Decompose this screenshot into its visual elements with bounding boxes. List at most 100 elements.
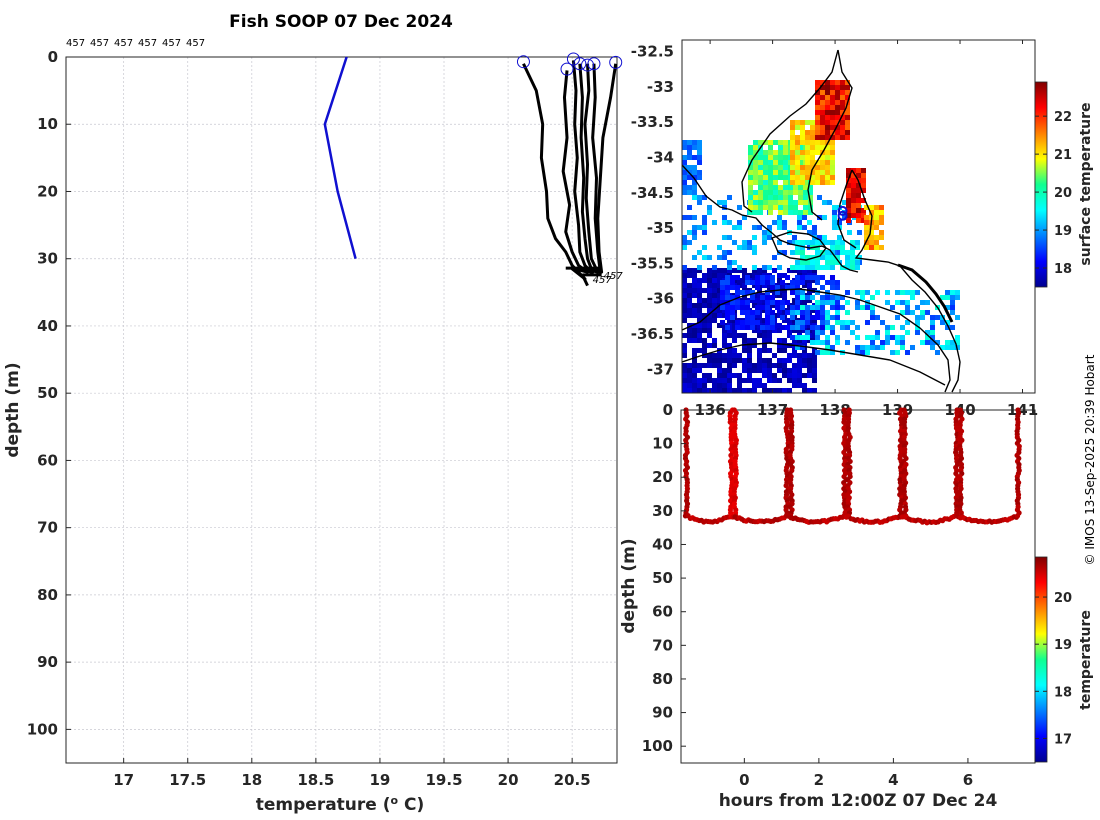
sst-pixel — [727, 373, 732, 378]
sst-pixel — [845, 340, 850, 345]
sst-pixel — [702, 348, 707, 353]
sst-pixel — [812, 268, 817, 273]
sst-pixel — [795, 320, 800, 325]
sst-pixel — [722, 328, 727, 333]
sst-pixel — [790, 130, 795, 135]
sst-pixel — [820, 255, 825, 260]
sst-pixel — [747, 363, 752, 368]
profile-y-tick-label: 60 — [37, 451, 58, 469]
sst-pixel — [915, 305, 920, 310]
sst-pixel — [825, 130, 830, 135]
section-x-ticks: 0 2 4 6 — [739, 758, 973, 789]
sst-pixel — [783, 170, 788, 175]
sst-pixel — [835, 285, 840, 290]
section-y-tick-label: 90 — [652, 704, 673, 722]
sst-pixel — [787, 378, 792, 383]
sst-pixel — [775, 285, 780, 290]
sst-pixel — [767, 283, 772, 288]
sst-pixel — [885, 325, 890, 330]
sst-pixel — [810, 140, 815, 145]
sst-pixel — [800, 125, 805, 130]
sst-pixel — [758, 140, 763, 145]
sst-pixel — [865, 345, 870, 350]
sst-pixel — [910, 295, 915, 300]
section-y-tick-label: 60 — [652, 603, 673, 621]
sst-pixel — [950, 340, 955, 345]
profile-y-tick-label: 0 — [48, 48, 58, 66]
profile-y-tick-label: 20 — [37, 182, 58, 200]
sst-pixel — [810, 165, 815, 170]
sst-pixel — [825, 320, 830, 325]
sst-pixel — [692, 268, 697, 273]
sst-pixel — [915, 290, 920, 295]
sst-pixel — [846, 208, 851, 213]
sst-pixel — [707, 373, 712, 378]
sst-pixel — [777, 225, 782, 230]
sst-pixel — [815, 325, 820, 330]
sst-pixel — [810, 275, 815, 280]
sst-pixel — [730, 280, 735, 285]
sst-pixel — [812, 225, 817, 230]
sst-pixel — [768, 205, 773, 210]
sst-pixel — [755, 285, 760, 290]
sst-pixel — [869, 245, 874, 250]
sst-pixel — [777, 328, 782, 333]
sst-pixel — [802, 353, 807, 358]
sst-pixel — [737, 383, 742, 388]
sst-pixel — [846, 213, 851, 218]
sst-pixel — [820, 340, 825, 345]
sst-pixel — [905, 310, 910, 315]
sst-pixel — [697, 265, 702, 270]
sst-pixel — [692, 165, 697, 170]
sst-pixel — [950, 325, 955, 330]
sst-pixel — [874, 215, 879, 220]
vessel-position — [837, 210, 848, 221]
sst-pixel — [778, 170, 783, 175]
sst-pixel — [874, 225, 879, 230]
sst-pixel — [707, 343, 712, 348]
sst-pixel — [785, 325, 790, 330]
sst-pixel — [717, 323, 722, 328]
sst-pixel — [712, 268, 717, 273]
sst-pixel — [930, 345, 935, 350]
sst-pixel — [778, 140, 783, 145]
sst-pixel — [782, 363, 787, 368]
sst-pixel — [767, 338, 772, 343]
sst-pixel — [835, 85, 840, 90]
sst-pixel — [925, 335, 930, 340]
sst-pixel — [767, 373, 772, 378]
sst-pixel — [810, 135, 815, 140]
sst-pixel — [767, 333, 772, 338]
sst-pixel — [772, 388, 777, 393]
sst-pixel — [752, 298, 757, 303]
sst-pixel — [687, 150, 692, 155]
sst-pixel — [763, 160, 768, 165]
profile-start-marker — [516, 55, 530, 69]
profile-y-tick-label: 40 — [37, 317, 58, 335]
sst-pixel — [830, 240, 835, 245]
sst-pixel — [687, 313, 692, 318]
sst-pixel — [725, 280, 730, 285]
sst-pixel — [742, 338, 747, 343]
sst-pixel — [815, 100, 820, 105]
sst-pixel — [840, 240, 845, 245]
sst-pixel — [825, 250, 830, 255]
sst-pixel — [820, 125, 825, 130]
sst-pixel — [825, 325, 830, 330]
sst-pixel — [855, 290, 860, 295]
sst-pixel — [712, 265, 717, 270]
sst-pixel — [722, 273, 727, 278]
sst-pixel — [812, 230, 817, 235]
sst-pixel — [860, 350, 865, 355]
sst-pixel — [752, 368, 757, 373]
sst-pixel — [805, 320, 810, 325]
sst-pixel — [879, 245, 884, 250]
sst-pixel — [950, 295, 955, 300]
sst-pixel — [742, 278, 747, 283]
sst-pixel — [830, 160, 835, 165]
sst-pixel — [827, 200, 832, 205]
sst-pixel — [692, 383, 697, 388]
sst-pixel — [777, 348, 782, 353]
sst-pixel — [767, 235, 772, 240]
sst-pixel — [812, 308, 817, 313]
